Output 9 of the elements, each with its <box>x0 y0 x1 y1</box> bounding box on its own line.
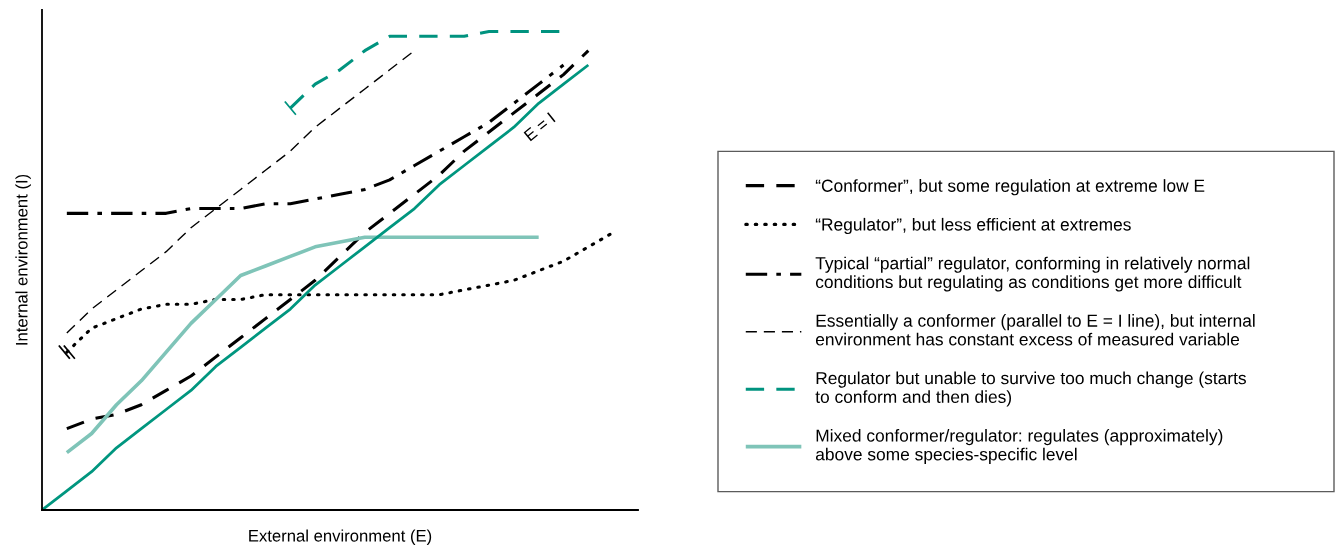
y-axis-title: Internal environment (I) <box>15 174 31 345</box>
legend-label: “Conformer”, but some regulation at extreme low E <box>815 179 1205 196</box>
legend-label: Typical “partial” regulator, conforming in relatively normal conditions but regulating as conditions get more difficult <box>815 256 1250 292</box>
legend-label: Mixed conformer/regulator: regulates (approximately) above some species-specific level <box>815 428 1223 464</box>
annotation: E = I <box>523 112 556 142</box>
legend-label: “Regulator”, but less efficient at extremes <box>815 217 1131 235</box>
legend-label: Regulator but unable to survive too much change (starts to conform and then dies) <box>815 371 1246 407</box>
x-axis-title: External environment (E) <box>249 529 432 545</box>
legend-label: Essentially a conformer (parallel to E = I line), but internal environment has constant excess of measured variable <box>815 314 1255 346</box>
